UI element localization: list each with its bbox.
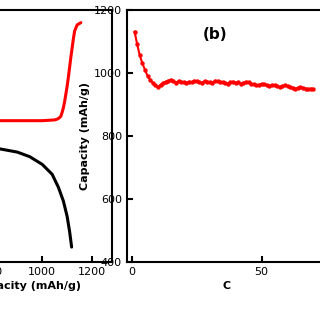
X-axis label: Capacity (mAh/g): Capacity (mAh/g) [0,281,81,292]
Y-axis label: Capacity (mAh/g): Capacity (mAh/g) [80,82,90,190]
X-axis label: C: C [222,281,231,292]
Text: (b): (b) [203,27,227,42]
